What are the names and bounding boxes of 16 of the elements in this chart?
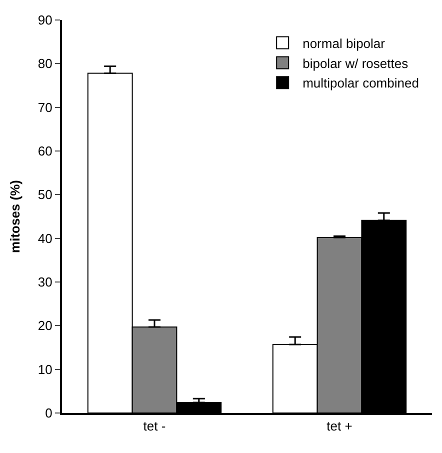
y-tick-label: 20 — [38, 318, 52, 334]
y-tick-label: 50 — [38, 187, 52, 202]
legend-label: normal bipolar — [302, 36, 386, 51]
legend-label: multipolar combined — [302, 76, 419, 91]
y-tick-label: 60 — [38, 144, 52, 159]
y-tick-label: 30 — [38, 274, 52, 290]
y-tick-label: 70 — [38, 100, 52, 115]
x-tick-label: tet - — [143, 418, 166, 434]
y-tick-label: 10 — [38, 362, 52, 377]
y-tick-label: 80 — [38, 56, 52, 72]
y-tick-label: 90 — [38, 12, 52, 28]
y-tick-label: 40 — [38, 230, 52, 246]
y-axis-title: mitoses (%) — [7, 180, 22, 253]
x-tick-label: tet + — [326, 418, 352, 434]
legend-label: bipolar w/ rosettes — [302, 56, 409, 71]
y-tick-label: 0 — [45, 406, 52, 421]
